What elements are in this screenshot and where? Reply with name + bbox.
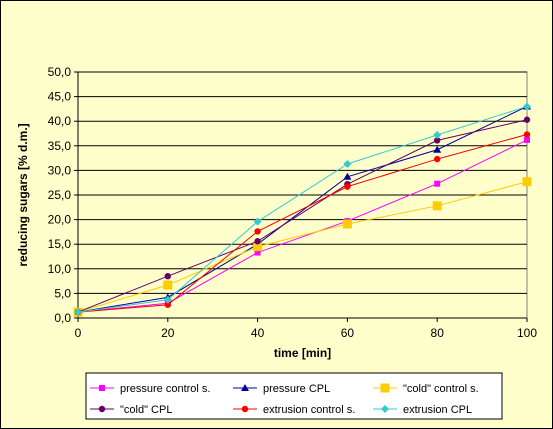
- y-tick-label: 0,0: [54, 311, 71, 325]
- legend-marker: [380, 383, 390, 393]
- y-tick-label: 25,0: [48, 188, 72, 202]
- series-line: [77, 105, 528, 313]
- data-point: [523, 116, 531, 123]
- legend-box: [85, 372, 503, 420]
- data-point: [254, 228, 261, 235]
- legend-item: "cold" control s.: [373, 383, 479, 395]
- legend-label: extrusion CPL: [403, 404, 472, 416]
- y-tick-label: 20,0: [48, 213, 72, 227]
- y-tick-label: 35,0: [48, 139, 72, 153]
- series-line: [77, 181, 528, 313]
- y-tick-label: 50,0: [48, 65, 72, 79]
- data-point: [522, 177, 532, 187]
- data-point: [343, 160, 352, 169]
- y-tick-label: 15,0: [48, 237, 72, 251]
- data-point: [163, 295, 172, 304]
- gridlines: [78, 71, 527, 294]
- y-tick-label: 30,0: [48, 163, 72, 177]
- legend-item: extrusion CPL: [373, 404, 472, 416]
- data-point: [523, 102, 531, 111]
- data-point: [254, 249, 261, 256]
- data-point: [523, 131, 531, 138]
- legend-marker: [241, 384, 249, 391]
- data-point: [163, 280, 173, 290]
- series-5: [74, 131, 531, 316]
- series-line: [77, 105, 528, 313]
- y-tick-label: 45,0: [48, 90, 72, 104]
- data-point: [164, 272, 171, 280]
- data-point: [434, 137, 441, 144]
- data-point: [433, 145, 442, 153]
- x-tick-label: 0: [75, 326, 82, 340]
- legend-label: extrusion control s.: [263, 404, 355, 416]
- legend-marker: [241, 405, 249, 413]
- x-tick-label: 60: [341, 326, 355, 340]
- x-tick-label: 100: [517, 326, 537, 340]
- legend-item: pressure CPL: [233, 383, 330, 395]
- legend-label: pressure control s.: [120, 383, 210, 395]
- data-point: [343, 172, 352, 180]
- legend-item: extrusion control s.: [233, 404, 355, 416]
- y-axis-title: reducing sugars [% d.m.]: [16, 123, 30, 266]
- axes: 0,0 5,0 10,0 15,0 20,0 25,0 30,0 35,0 40,0 45,0 50…: [48, 65, 538, 340]
- data-point: [434, 180, 441, 187]
- legend: pressure control s. pressure CPL "cold" co…: [85, 372, 503, 420]
- data-point: [253, 217, 262, 226]
- x-tick-label: 80: [431, 326, 445, 340]
- legend-marker: [98, 405, 106, 413]
- series-line: [77, 134, 528, 313]
- y-tick-label: 5,0: [54, 286, 71, 300]
- series-line: [77, 139, 528, 313]
- legend-item: "cold" CPL: [90, 404, 172, 416]
- legend-marker: [381, 405, 389, 413]
- x-tick-label: 20: [161, 326, 175, 340]
- series-6: [74, 102, 531, 317]
- data-point: [344, 183, 351, 190]
- x-axis-title: time [min]: [274, 346, 331, 360]
- data-point: [433, 130, 442, 139]
- data-point: [432, 201, 442, 211]
- legend-label: "cold" CPL: [120, 404, 172, 416]
- series-line: [77, 119, 528, 313]
- series-group: [73, 102, 532, 317]
- y-tick-label: 40,0: [48, 114, 72, 128]
- data-point: [164, 301, 171, 308]
- data-point: [342, 219, 352, 229]
- legend-marker: [99, 385, 105, 391]
- data-point: [524, 136, 530, 143]
- data-point: [74, 308, 82, 317]
- data-point: [434, 155, 441, 163]
- legend-label: "cold" control s.: [403, 383, 479, 395]
- legend-item: pressure control s.: [90, 383, 210, 395]
- y-tick-label: 10,0: [48, 262, 72, 276]
- data-point: [254, 238, 261, 245]
- x-tick-label: 40: [251, 326, 265, 340]
- legend-label: pressure CPL: [263, 383, 330, 395]
- data-point: [253, 242, 263, 252]
